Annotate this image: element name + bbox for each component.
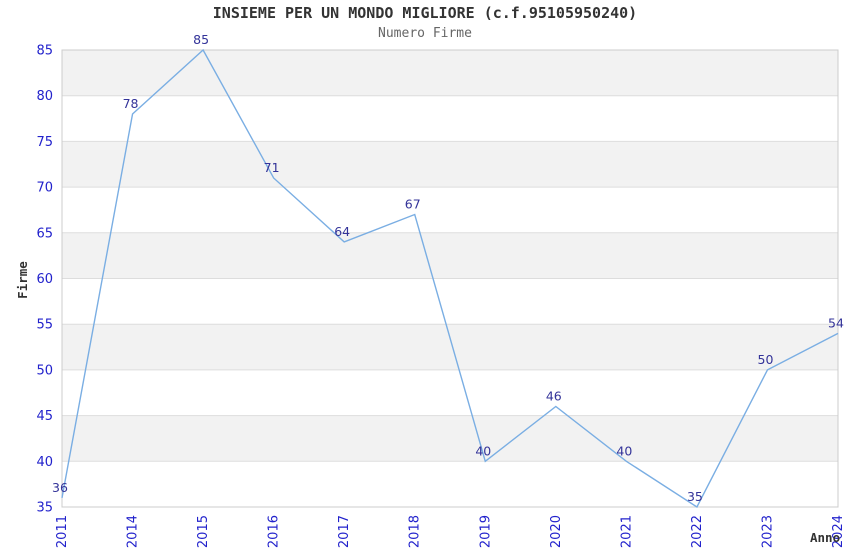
plot-band	[62, 369, 838, 416]
plot-band	[62, 95, 838, 142]
plot-band	[62, 461, 838, 507]
y-tick-label: 70	[36, 181, 53, 196]
y-tick-label: 50	[36, 363, 53, 378]
y-tick-label: 75	[36, 135, 53, 150]
plot-band	[62, 278, 838, 325]
data-point-label: 85	[193, 32, 209, 47]
x-tick-label: 2018	[408, 515, 423, 548]
x-tick-label: 2024	[831, 515, 846, 548]
data-line	[61, 48, 839, 509]
y-tick-label: 45	[36, 409, 53, 424]
y-tick-label: 40	[36, 455, 53, 470]
x-tick-label: 2016	[267, 515, 282, 548]
x-tick-label: 2015	[196, 515, 211, 548]
data-point-label: 46	[546, 388, 562, 403]
x-tick-label: 2017	[337, 515, 352, 548]
data-point-label: 40	[616, 443, 632, 458]
y-tick-label: 55	[36, 318, 53, 333]
data-point-label: 64	[334, 224, 350, 239]
plot-band	[62, 141, 838, 188]
x-tick-label: 2020	[549, 515, 564, 548]
x-tick-label: 2014	[126, 515, 141, 548]
plot-band	[62, 50, 838, 96]
data-point-label: 50	[758, 352, 774, 367]
y-tick-label: 60	[36, 272, 53, 287]
x-tick-label: 2022	[690, 515, 705, 548]
plot-band	[62, 187, 838, 233]
x-axis-label: Anno	[810, 530, 840, 545]
data-point-label: 54	[828, 315, 844, 330]
plot-band	[62, 324, 838, 370]
chart-subtitle: Numero Firme	[378, 26, 472, 41]
chart-title: INSIEME PER UN MONDO MIGLIORE (c.f.95105…	[212, 4, 638, 22]
plot-band	[62, 232, 838, 279]
y-tick-label: 85	[36, 44, 53, 59]
y-tick-label: 80	[36, 89, 53, 104]
data-point-label: 78	[123, 96, 139, 111]
data-point-label: 71	[264, 160, 280, 175]
data-point-label: 67	[405, 197, 421, 212]
data-point-label: 40	[475, 443, 491, 458]
plot-band	[62, 415, 838, 462]
x-tick-label: 2019	[478, 515, 493, 548]
x-tick-label: 2011	[55, 515, 70, 548]
x-tick-label: 2021	[619, 515, 634, 548]
y-tick-label: 65	[36, 226, 53, 241]
y-tick-label: 35	[36, 501, 53, 516]
plot-border	[61, 49, 839, 508]
data-point-label: 36	[52, 480, 68, 495]
x-tick-label: 2023	[760, 515, 775, 548]
y-axis-label: Firme	[15, 261, 30, 299]
data-point-label: 35	[687, 489, 703, 504]
